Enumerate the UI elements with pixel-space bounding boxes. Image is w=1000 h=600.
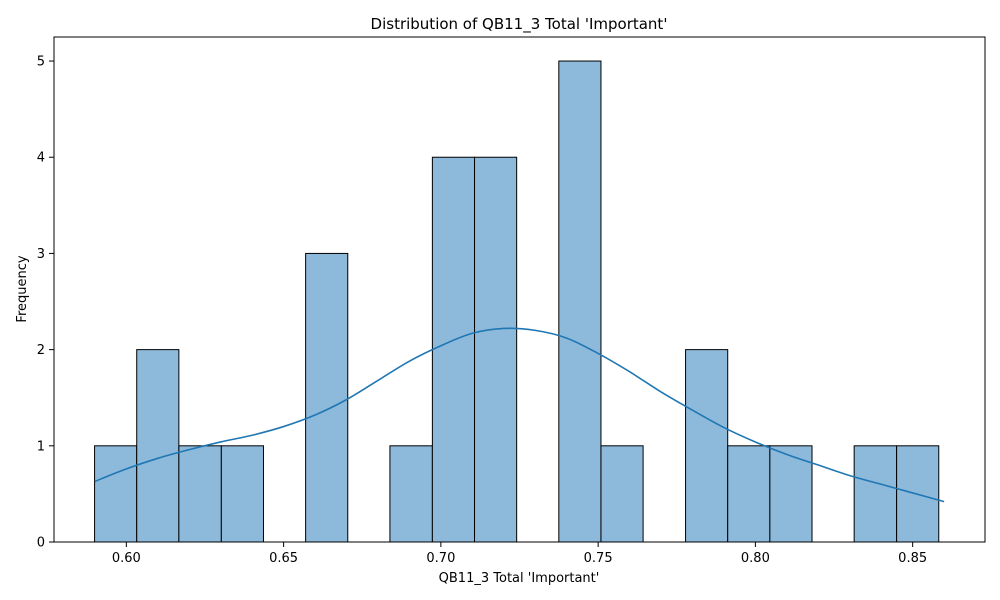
histogram-bar: [136, 349, 180, 543]
histogram-bar: [474, 156, 518, 543]
histogram-bar: [389, 445, 433, 543]
histogram-bar: [94, 445, 138, 543]
histogram-bar: [558, 60, 602, 543]
x-tick-label: 0.65: [269, 551, 298, 566]
histogram-bar: [220, 445, 264, 543]
x-tick-label: 0.80: [741, 551, 770, 566]
y-tick-label: 4: [37, 151, 45, 166]
x-axis: 0.60 0.65 0.70 0.75 0.80 0.85: [112, 542, 927, 566]
x-tick-label: 0.70: [426, 551, 455, 566]
plot-frame: [53, 36, 986, 543]
kde-curve: [94, 327, 945, 503]
x-tick-label: 0.85: [898, 551, 927, 566]
y-axis-label: Frequency: [15, 255, 30, 322]
y-tick-label: 2: [37, 343, 45, 358]
histogram-bar: [178, 445, 222, 543]
histogram-bar: [769, 445, 813, 543]
x-tick-label: 0.75: [584, 551, 613, 566]
histogram-bar: [685, 349, 729, 543]
histogram-bars: [94, 60, 940, 543]
y-tick-label: 1: [37, 439, 45, 454]
y-axis: 0 1 2 3 4 5: [37, 55, 54, 551]
x-axis-label: QB11_3 Total 'Important': [439, 571, 600, 586]
histogram-bar: [431, 156, 476, 543]
histogram-bar: [600, 445, 644, 543]
histogram-bar: [853, 445, 898, 543]
y-tick-label: 0: [37, 536, 45, 551]
x-tick-label: 0.60: [112, 551, 141, 566]
y-tick-label: 5: [37, 55, 45, 70]
y-tick-label: 3: [37, 247, 45, 262]
histogram-bar: [727, 445, 771, 543]
histogram-bar: [305, 252, 349, 543]
chart-title: Distribution of QB11_3 Total 'Important': [371, 15, 668, 34]
